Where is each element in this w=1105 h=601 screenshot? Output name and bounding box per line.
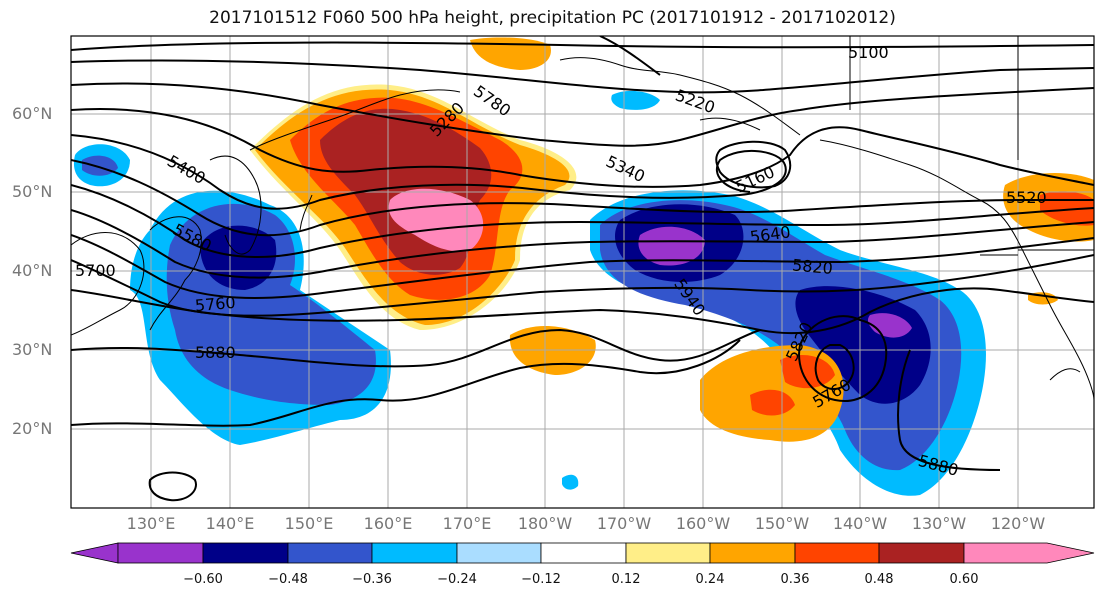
colorbar-tick-label: −0.24 bbox=[437, 572, 477, 587]
height-contours bbox=[71, 36, 1094, 502]
colorbar-tick-label: 0.24 bbox=[695, 572, 725, 587]
lat-label: 60°N bbox=[12, 104, 53, 123]
lon-label: 150°W bbox=[754, 514, 810, 533]
colorbar-tick-label: −0.48 bbox=[268, 572, 308, 587]
colorbar-extend-right bbox=[963, 542, 1095, 564]
colorbar-tick-label: −0.60 bbox=[183, 572, 223, 587]
lon-label: 140°W bbox=[832, 514, 888, 533]
contour-label: 5780 bbox=[470, 81, 514, 120]
fill-cyan-alaska bbox=[611, 90, 660, 110]
contour-label: 5880 bbox=[195, 343, 236, 362]
contour-label: 5160 bbox=[733, 162, 778, 196]
colorbar bbox=[70, 542, 1095, 564]
colorbar-segment bbox=[625, 542, 711, 564]
colorbar-tick-label: −0.12 bbox=[521, 572, 561, 587]
colorbar-segment bbox=[540, 542, 627, 564]
contour-label: 5700 bbox=[75, 261, 116, 280]
lon-label: 180°W bbox=[517, 514, 573, 533]
lat-label: 50°N bbox=[12, 182, 53, 201]
colorbar-segment bbox=[117, 542, 204, 564]
lon-label: 160°E bbox=[363, 514, 413, 533]
contour-label: 5400 bbox=[164, 151, 209, 188]
colorbar-tick-label: 0.60 bbox=[949, 572, 979, 587]
colorbar-segment bbox=[202, 542, 289, 564]
lat-label: 40°N bbox=[12, 261, 53, 280]
graticule bbox=[71, 36, 1094, 508]
contour-label: 5760 bbox=[194, 293, 236, 315]
colorbar-segment bbox=[371, 542, 458, 564]
map-frame bbox=[70, 35, 1095, 509]
colorbar-segment bbox=[456, 542, 542, 564]
lon-label: 130°E bbox=[126, 514, 176, 533]
lat-label: 30°N bbox=[12, 340, 53, 359]
lon-label: 120°W bbox=[990, 514, 1046, 533]
fill-orange-top-cp bbox=[470, 37, 551, 70]
colorbar-tick-label: 0.36 bbox=[780, 572, 810, 587]
fill-red-sub bbox=[750, 355, 835, 416]
contour-label: 5100 bbox=[848, 43, 889, 62]
colorbar-segment bbox=[878, 542, 965, 564]
lon-label: 160°W bbox=[675, 514, 731, 533]
lon-label: 170°W bbox=[596, 514, 652, 533]
colorbar-tick-label: 0.48 bbox=[864, 572, 894, 587]
colorbar-tick-label: −0.36 bbox=[352, 572, 392, 587]
lon-label: 170°E bbox=[442, 514, 492, 533]
colorbar-segment bbox=[794, 542, 880, 564]
lon-label: 140°E bbox=[205, 514, 255, 533]
contour-label: 5820 bbox=[791, 255, 833, 277]
map-fields bbox=[73, 37, 1094, 496]
colorbar-tick-label: 0.12 bbox=[611, 572, 641, 587]
contour-label: 5520 bbox=[1006, 188, 1047, 207]
contour-label: 5340 bbox=[603, 152, 648, 186]
fill-cyan-small bbox=[562, 474, 579, 490]
fill-purple-ep bbox=[638, 226, 912, 338]
lon-label: 150°E bbox=[284, 514, 334, 533]
lon-label: 130°W bbox=[911, 514, 967, 533]
colorbar-segment bbox=[709, 542, 796, 564]
map-title: 2017101512 F060 500 hPa height, precipit… bbox=[209, 8, 896, 28]
colorbar-extend-left bbox=[70, 542, 119, 564]
colorbar-segment bbox=[287, 542, 373, 564]
lat-label: 20°N bbox=[12, 419, 53, 438]
